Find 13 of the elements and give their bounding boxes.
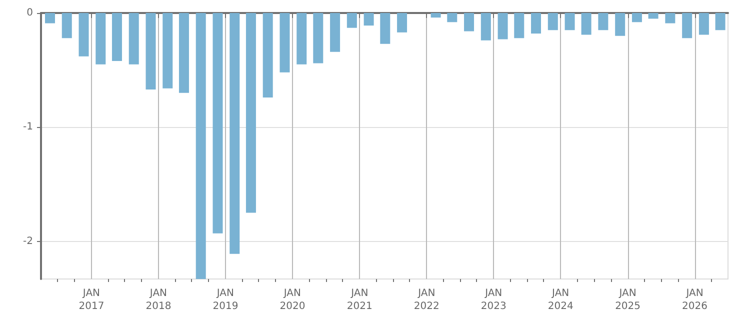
y-tick-label: 0: [26, 8, 33, 18]
x-tick-label: JAN 2026: [682, 288, 708, 312]
x-tick-label: JAN 2017: [78, 288, 104, 312]
x-tick-label: JAN 2018: [146, 288, 172, 312]
y-tick-label: -2: [23, 236, 33, 247]
x-tick-label: JAN 2024: [548, 288, 574, 312]
y-tick-label: -1: [23, 122, 33, 133]
x-tick-label: JAN 2019: [212, 288, 238, 312]
x-tick-label: JAN 2023: [480, 288, 506, 312]
x-tick-label: JAN 2022: [414, 288, 440, 312]
x-tick-label: JAN 2021: [346, 288, 372, 312]
x-tick-label: JAN 2020: [280, 288, 306, 312]
x-tick-label: JAN 2025: [615, 288, 641, 312]
